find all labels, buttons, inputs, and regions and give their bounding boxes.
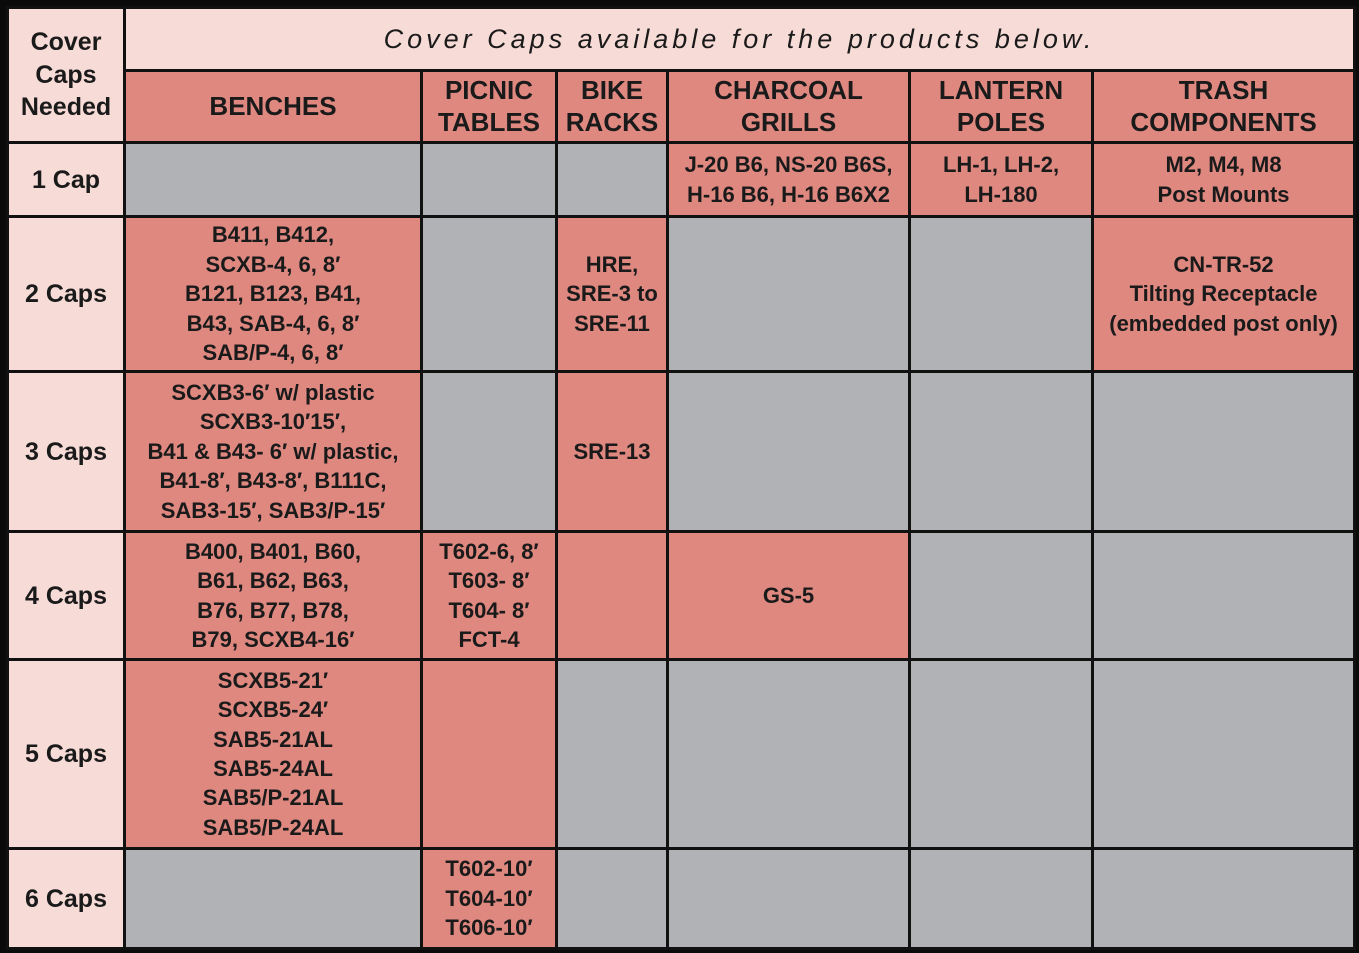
table-cell [123, 141, 423, 218]
table-cell [420, 141, 558, 218]
table-cell [666, 847, 911, 950]
table-row: 5 Caps SCXB5-21′ SCXB5-24′ SAB5-21AL SAB… [6, 658, 1357, 850]
table-cell: SCXB5-21′ SCXB5-24′ SAB5-21AL SAB5-24AL … [123, 658, 423, 850]
row-header: 6 Caps [6, 847, 126, 950]
table-cell: J-20 B6, NS-20 B6S, H-16 B6, H-16 B6X2 [666, 141, 911, 218]
table-row: 1 Cap J-20 B6, NS-20 B6S, H-16 B6, H-16 … [6, 141, 1357, 218]
row-header: 4 Caps [6, 530, 126, 661]
table-cell [908, 847, 1094, 950]
column-header-charcoal-grills: CHARCOAL GRILLS [666, 69, 911, 144]
table-cell [666, 658, 911, 850]
table-cell [666, 215, 911, 373]
table-cell [555, 847, 669, 950]
banner-title: Cover Caps available for the products be… [122, 6, 1357, 72]
table-cell: CN-TR-52 Tilting Receptacle (embedded po… [1090, 215, 1357, 373]
table-cell [908, 530, 1094, 661]
row-header: 5 Caps [6, 658, 126, 850]
table-cell [1090, 847, 1357, 950]
table-cell: GS-5 [666, 530, 911, 661]
banner-row: Cover Caps Needed Cover Caps available f… [6, 6, 1357, 144]
table-cell [666, 370, 911, 533]
table-cell [420, 215, 558, 373]
column-header-bike-racks: BIKE RACKS [555, 69, 669, 144]
table-cell [123, 847, 423, 950]
table-cell: T602-10′ T604-10′ T606-10′ [420, 847, 558, 950]
table-cell [908, 215, 1094, 373]
column-header-picnic-tables: PICNIC TABLES [420, 69, 558, 144]
table-cell [1090, 530, 1357, 661]
table-cell [555, 658, 669, 850]
table-cell: B411, B412, SCXB-4, 6, 8′ B121, B123, B4… [123, 215, 423, 373]
table-row: 6 Caps T602-10′ T604-10′ T606-10′ [6, 847, 1357, 950]
table-row: 2 Caps B411, B412, SCXB-4, 6, 8′ B121, B… [6, 215, 1357, 373]
column-header-row: BENCHES PICNIC TABLES BIKE RACKS CHARCOA… [8, 69, 1357, 144]
table-row: 4 Caps B400, B401, B60, B61, B62, B63, B… [6, 530, 1357, 661]
row-header: 1 Cap [6, 141, 126, 218]
table-cell [908, 658, 1094, 850]
row-header: 3 Caps [6, 370, 126, 533]
table-cell: HRE, SRE-3 to SRE-11 [555, 215, 669, 373]
table-cell [1090, 370, 1357, 533]
table-row: 3 Caps SCXB3-6′ w/ plastic SCXB3-10′15′,… [6, 370, 1357, 533]
row-header: 2 Caps [6, 215, 126, 373]
table-cell: SRE-13 [555, 370, 669, 533]
table-cell [420, 370, 558, 533]
table-cell [1090, 658, 1357, 850]
table-cell [420, 658, 558, 850]
table-cell: LH-1, LH-2, LH-180 [908, 141, 1094, 218]
table-cell [555, 530, 669, 661]
column-header-trash-components: TRASH COMPONENTS [1090, 69, 1357, 144]
table-cell [908, 370, 1094, 533]
table-cell [555, 141, 669, 218]
column-header-lantern-poles: LANTERN POLES [908, 69, 1094, 144]
cover-caps-table: Cover Caps Needed Cover Caps available f… [6, 6, 1357, 950]
corner-header: Cover Caps Needed [6, 6, 126, 144]
table-cell: SCXB3-6′ w/ plastic SCXB3-10′15′, B41 & … [123, 370, 423, 533]
table-cell: M2, M4, M8 Post Mounts [1090, 141, 1357, 218]
corner-label: Cover Caps Needed [20, 28, 112, 122]
table-cell: T602-6, 8′ T603- 8′ T604- 8′ FCT-4 [420, 530, 558, 661]
table-cell: B400, B401, B60, B61, B62, B63, B76, B77… [123, 530, 423, 661]
column-header-benches: BENCHES [123, 69, 423, 144]
